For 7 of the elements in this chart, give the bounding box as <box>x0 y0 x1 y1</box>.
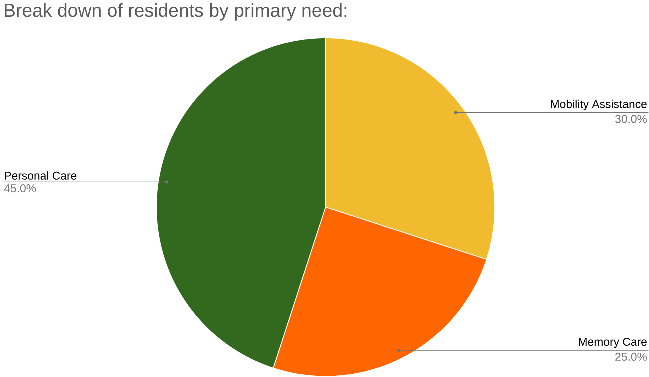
data-label: 45.0% <box>4 184 36 193</box>
slice-label: Memory Care <box>579 338 647 348</box>
chart-title: Break down of residents by primary need: <box>5 3 347 21</box>
slice-label: Personal Care <box>5 172 77 180</box>
slice-label: Mobility Assistance <box>551 100 647 111</box>
data-label: 25.0% <box>616 352 648 361</box>
data-label: 30.0% <box>616 115 648 124</box>
